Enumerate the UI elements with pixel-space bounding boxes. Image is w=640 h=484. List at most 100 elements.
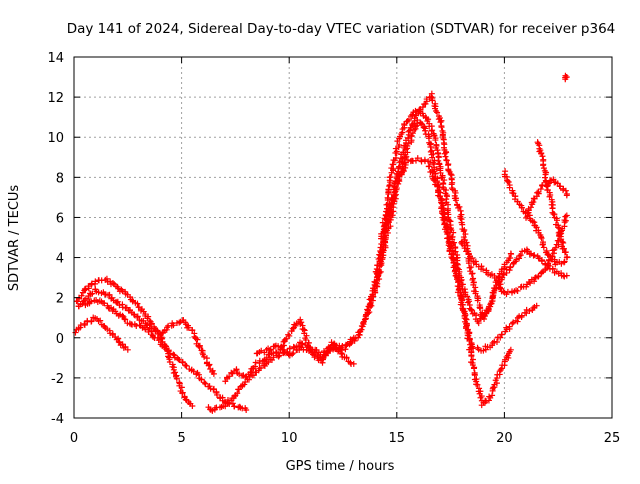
data-point xyxy=(537,186,544,193)
data-point xyxy=(350,334,357,341)
data-point xyxy=(247,369,254,376)
data-point xyxy=(445,167,452,174)
data-point xyxy=(142,326,149,333)
data-point xyxy=(434,109,441,116)
data-point xyxy=(463,320,470,327)
data-point xyxy=(489,293,496,300)
data-point xyxy=(314,353,321,360)
data-point xyxy=(507,254,514,261)
data-point xyxy=(562,187,569,194)
data-point xyxy=(373,283,380,290)
data-point xyxy=(464,293,471,300)
data-point xyxy=(431,175,438,182)
data-point xyxy=(408,133,415,140)
data-point xyxy=(442,153,449,160)
data-point xyxy=(481,312,488,319)
data-point xyxy=(469,270,476,277)
data-point xyxy=(252,359,259,366)
data-point xyxy=(286,345,293,352)
data-point xyxy=(367,302,374,309)
data-point xyxy=(560,239,567,246)
data-point xyxy=(82,286,89,293)
data-point xyxy=(122,316,129,323)
data-point xyxy=(347,359,354,366)
data-point xyxy=(379,246,386,253)
data-point xyxy=(85,283,92,290)
data-point xyxy=(428,93,435,100)
data-point xyxy=(245,376,252,383)
data-point xyxy=(163,343,170,350)
data-point xyxy=(503,266,510,273)
data-point xyxy=(530,305,537,312)
data-point xyxy=(123,304,130,311)
data-point xyxy=(396,133,403,140)
data-point xyxy=(457,215,464,222)
data-series-track-i xyxy=(360,117,540,354)
data-point xyxy=(468,307,475,314)
x-tick-label: 5 xyxy=(177,431,185,446)
data-point xyxy=(430,169,437,176)
data-point xyxy=(263,354,270,361)
x-axis-label: GPS time / hours xyxy=(286,459,395,474)
data-point xyxy=(210,370,217,377)
data-point xyxy=(557,183,564,190)
data-point xyxy=(563,74,570,81)
data-point xyxy=(417,120,424,127)
data-point xyxy=(500,271,507,278)
data-point xyxy=(426,163,433,170)
x-tick-label: 15 xyxy=(389,431,406,446)
data-point xyxy=(563,212,570,219)
data-point xyxy=(563,192,570,199)
data-point xyxy=(486,393,493,400)
data-point xyxy=(527,280,534,287)
data-point xyxy=(427,169,434,176)
data-point xyxy=(429,127,436,134)
data-point xyxy=(506,323,513,330)
data-point xyxy=(517,252,524,259)
data-point xyxy=(404,156,411,163)
data-point xyxy=(364,307,371,314)
data-series-track-j xyxy=(371,155,514,409)
data-point xyxy=(541,174,548,181)
data-point xyxy=(561,217,568,224)
data-point xyxy=(374,273,381,280)
data-point xyxy=(346,341,353,348)
data-point xyxy=(427,159,434,166)
data-point xyxy=(465,248,472,255)
data-point xyxy=(500,271,507,278)
data-series-track-n xyxy=(523,176,570,221)
data-point xyxy=(106,291,113,298)
data-point xyxy=(538,269,545,276)
data-point xyxy=(560,245,567,252)
data-point xyxy=(443,157,450,164)
data-point xyxy=(436,193,443,200)
data-point xyxy=(506,184,513,191)
data-point xyxy=(234,390,241,397)
data-point xyxy=(377,251,384,258)
data-point xyxy=(451,239,458,246)
data-point xyxy=(275,350,282,357)
data-point xyxy=(446,217,453,224)
data-point xyxy=(150,333,157,340)
data-point xyxy=(165,353,172,360)
data-point xyxy=(493,380,500,387)
data-point xyxy=(449,236,456,243)
data-point xyxy=(531,275,538,282)
data-point xyxy=(518,204,525,211)
y-tick-label: -2 xyxy=(51,372,64,387)
data-point xyxy=(538,258,545,265)
data-point xyxy=(414,155,421,162)
data-point xyxy=(302,336,309,343)
data-point xyxy=(393,148,400,155)
data-point xyxy=(562,249,569,256)
data-point xyxy=(97,317,104,324)
data-point xyxy=(88,318,95,325)
data-point xyxy=(89,290,96,297)
data-point xyxy=(459,297,466,304)
data-point xyxy=(258,347,265,354)
data-point xyxy=(88,298,95,305)
data-point xyxy=(361,316,368,323)
data-point xyxy=(381,215,388,222)
data-point xyxy=(466,298,473,305)
